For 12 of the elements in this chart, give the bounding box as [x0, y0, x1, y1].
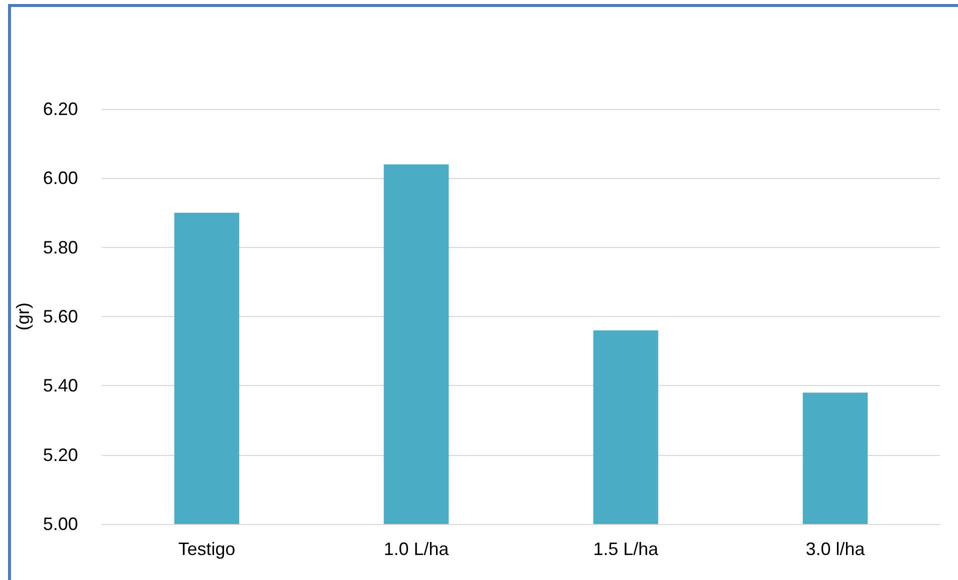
y-tick-label: 5.20 [42, 444, 78, 465]
y-tick-label: 5.40 [42, 376, 78, 396]
y-tick-label: 6.00 [42, 168, 78, 188]
y-tick-label: 5.60 [42, 306, 78, 326]
x-tick-label: 1.5 L/ha [593, 539, 660, 559]
x-tick-label: 3.0 l/ha [806, 539, 866, 559]
y-tick-label: 5.00 [42, 514, 78, 534]
y-tick-label: 5.80 [42, 237, 78, 258]
y-tick-label: 6.20 [42, 99, 78, 119]
y-axis-title: (gr) [13, 302, 34, 330]
x-tick-label: 1.0 L/ha [384, 539, 450, 559]
x-tick-label: Testigo [178, 539, 236, 559]
